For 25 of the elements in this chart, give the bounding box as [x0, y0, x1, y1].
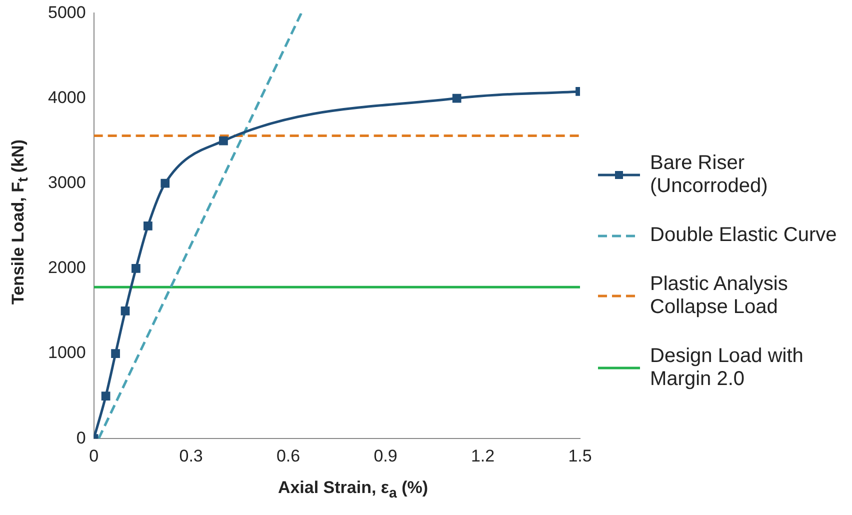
x-tick-label: 0.3 [179, 446, 203, 466]
point [452, 94, 462, 103]
point [160, 178, 170, 188]
y-tick-label: 4000 [48, 88, 86, 107]
x-tick-label: 0.9 [374, 446, 398, 466]
point [132, 264, 140, 273]
x-tick-label: 0 [89, 446, 99, 466]
y-tick-label: 3000 [48, 173, 86, 192]
point [219, 136, 228, 146]
x-tick-label: 1.2 [470, 446, 495, 466]
point [111, 349, 120, 358]
point [120, 306, 130, 316]
x-tick-label: 1.5 [568, 446, 592, 466]
legend-label: Double Elastic Curve [650, 224, 838, 247]
legend-label: Design Load with Margin 2.0 [650, 345, 804, 391]
y-tick-label: 5000 [48, 2, 86, 22]
point [144, 221, 152, 230]
y-tick-label: 2000 [48, 258, 86, 278]
point [101, 392, 110, 400]
legend-label: Plastic Analysis Collapse Load [650, 273, 789, 319]
x-axis-title: Axial Strain, ε$_{a}$ (%) [278, 478, 428, 502]
legend-label: Bare Riser (Uncorroded) [650, 152, 769, 198]
x-tick-label: 0.6 [276, 446, 300, 466]
y-tick-label: 0 [76, 428, 86, 448]
y-tick-label: 1000 [48, 343, 86, 362]
